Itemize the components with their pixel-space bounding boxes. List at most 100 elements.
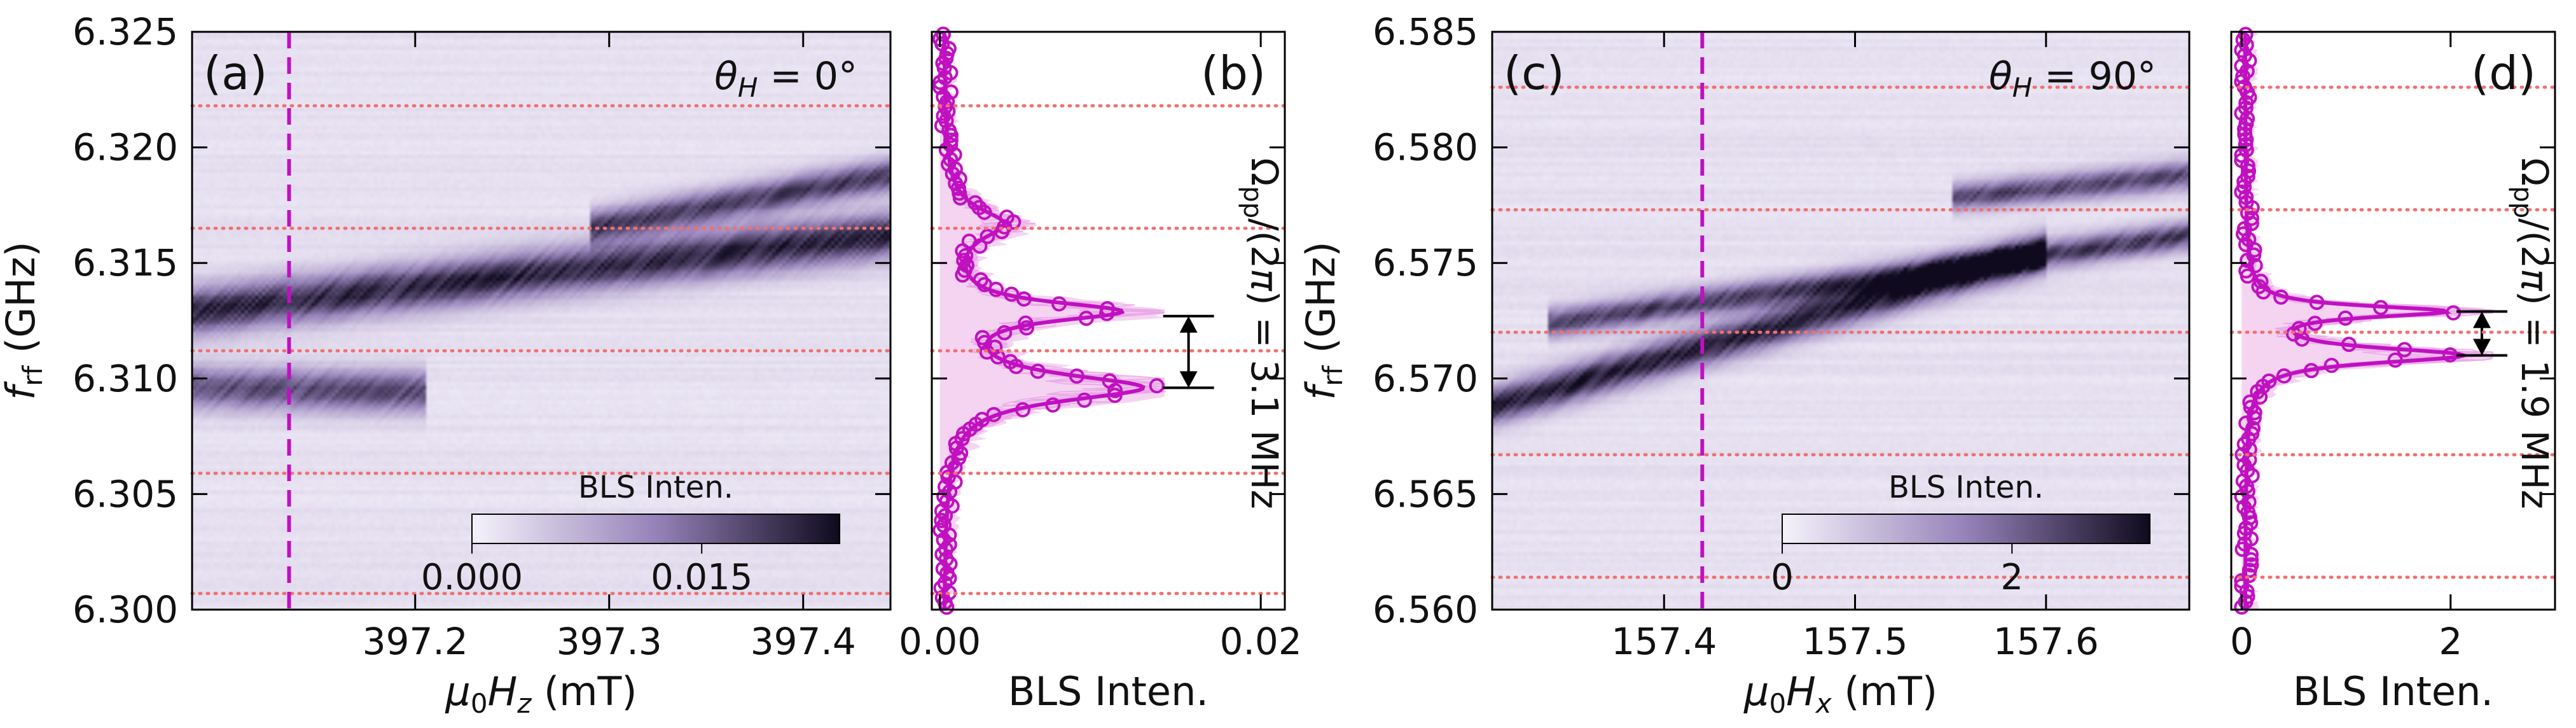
xlabel-b: BLS Inten. xyxy=(1008,668,1208,715)
axes-frame-b xyxy=(931,31,1286,611)
data-point-d-45 xyxy=(2303,363,2319,379)
colorbar-a xyxy=(471,514,840,544)
data-point-b-57 xyxy=(997,325,1013,340)
data-point-d-55 xyxy=(2337,310,2353,326)
xlabel-d: BLS Inten. xyxy=(2293,668,2493,715)
data-point-d-9 xyxy=(2243,552,2259,568)
splitting-annotation-d: Ωpp/(2π) = 1.9 MHz xyxy=(2508,158,2556,509)
data-point-b-41 xyxy=(1015,402,1030,417)
data-point-b-44 xyxy=(1107,388,1123,403)
data-point-d-4 xyxy=(2234,578,2250,594)
panel-label-a: (a) xyxy=(204,46,267,100)
xtick-label-c-0: 157.4 xyxy=(1611,620,1717,663)
xtick-label-b-1: 0.02 xyxy=(1220,620,1302,663)
data-point-d-58 xyxy=(2309,295,2325,311)
data-point-b-97 xyxy=(943,132,959,148)
data-point-d-87 xyxy=(2238,142,2254,158)
xtick-label-d-1: 2 xyxy=(2439,620,2462,663)
xtick-label-a-2: 397.4 xyxy=(751,620,856,663)
xtick-label-c-2: 157.6 xyxy=(1993,620,2099,663)
data-point-b-65 xyxy=(1004,286,1020,302)
arrow-head-top-b xyxy=(1179,316,1198,333)
ytick-label-a-5: 6.325 xyxy=(73,10,178,53)
ytick-label-c-5: 6.585 xyxy=(1373,10,1478,53)
xtick-label-b-0: 0.00 xyxy=(899,620,981,663)
data-point-d-49 xyxy=(2397,342,2413,358)
data-point-d-62 xyxy=(2253,274,2269,290)
data-point-b-81 xyxy=(999,209,1014,225)
panel-label-b: (b) xyxy=(1201,46,1266,100)
text-layer: 397.2 397.3 397.4 6.300 6.305 6.310 6.315 6.320… xyxy=(0,10,2556,719)
xtick-label-a-1: 397.3 xyxy=(557,620,662,663)
colorbar-c xyxy=(1782,514,2150,544)
axes-frame-c xyxy=(1491,31,2191,611)
data-point-b-106 xyxy=(936,89,952,105)
data-point-d-56 xyxy=(2446,305,2462,321)
data-point-b-64 xyxy=(1016,291,1032,307)
colorbar-title-a: BLS Inten. xyxy=(578,470,733,505)
data-point-b-43 xyxy=(1076,392,1092,408)
data-point-b-59 xyxy=(1018,315,1034,331)
ytick-label-a-2: 6.310 xyxy=(73,357,178,400)
data-point-d-46 xyxy=(2323,358,2339,374)
data-point-b-56 xyxy=(974,330,990,346)
ytick-label-c-1: 6.565 xyxy=(1373,472,1478,515)
xtick-label-c-1: 157.5 xyxy=(1802,620,1908,663)
data-point-b-77 xyxy=(980,228,995,244)
data-point-d-47 xyxy=(2387,352,2403,368)
angle-label-a: θH = 0° xyxy=(714,54,857,103)
data-point-d-88 xyxy=(2238,137,2254,153)
heatmap-image-a xyxy=(192,32,890,610)
axes-frame-d xyxy=(2230,31,2556,611)
data-point-d-59 xyxy=(2273,289,2289,305)
data-point-d-54 xyxy=(2307,316,2323,332)
splitting-annotation-b: Ωpp/(2π) = 3.1 MHz xyxy=(1238,158,1286,509)
ylabel-c: frf (GHz) xyxy=(1298,241,1348,400)
ytick-label-c-4: 6.580 xyxy=(1373,126,1478,169)
ytick-label-c-3: 6.575 xyxy=(1373,241,1478,284)
data-point-d-67 xyxy=(2246,247,2262,263)
data-point-b-68 xyxy=(973,272,988,288)
ytick-label-a-1: 6.305 xyxy=(73,472,178,515)
ytick-label-a-4: 6.320 xyxy=(73,126,178,169)
data-point-b-40 xyxy=(986,407,1002,423)
data-point-d-57 xyxy=(2373,300,2388,316)
data-point-d-83 xyxy=(2241,163,2257,179)
data-point-d-6 xyxy=(2241,568,2257,584)
data-point-d-16 xyxy=(2243,515,2259,531)
data-point-b-48 xyxy=(1069,368,1084,384)
xlabel-c: μ0Hx (mT) xyxy=(1743,668,1937,719)
spectra-fill-d xyxy=(2241,32,2493,610)
data-point-b-51 xyxy=(1002,354,1018,370)
data-point-d-90 xyxy=(2237,127,2253,142)
data-point-d-53 xyxy=(2291,321,2307,337)
data-point-b-96 xyxy=(943,137,959,153)
xtick-label-d-0: 0 xyxy=(2230,620,2254,663)
ytick-label-a-0: 6.300 xyxy=(73,588,178,631)
data-point-b-62 xyxy=(1100,301,1115,317)
data-point-b-49 xyxy=(1030,363,1046,379)
lines-layer xyxy=(190,26,2557,615)
data-point-b-84 xyxy=(967,195,983,211)
data-point-d-44 xyxy=(2276,368,2292,384)
ylabel-a: frf (GHz) xyxy=(0,241,48,400)
heatmap-image-c xyxy=(1492,32,2189,610)
heatmap-layer xyxy=(192,32,2189,610)
arrow-head-top-d xyxy=(2473,311,2491,328)
arrow-head-bottom-d xyxy=(2473,339,2491,356)
colorbar-title-c: BLS Inten. xyxy=(1888,470,2044,505)
colorbar-tick-label-a-1: 0.015 xyxy=(651,557,752,598)
xlabel-a: μ0Hz (mT) xyxy=(445,668,637,719)
data-point-b-60 xyxy=(1078,311,1094,326)
ytick-label-c-0: 6.560 xyxy=(1373,588,1478,631)
data-point-b-109 xyxy=(932,74,948,90)
data-point-b-76 xyxy=(961,234,977,249)
data-point-b-42 xyxy=(1045,397,1061,413)
panel-label-c: (c) xyxy=(1504,46,1565,100)
data-point-b-119 xyxy=(936,26,951,42)
data-point-b-46 xyxy=(1149,378,1165,394)
xtick-label-a-0: 397.2 xyxy=(363,620,468,663)
frames-layer xyxy=(191,31,2556,611)
ytick-label-a-3: 6.315 xyxy=(73,241,178,284)
